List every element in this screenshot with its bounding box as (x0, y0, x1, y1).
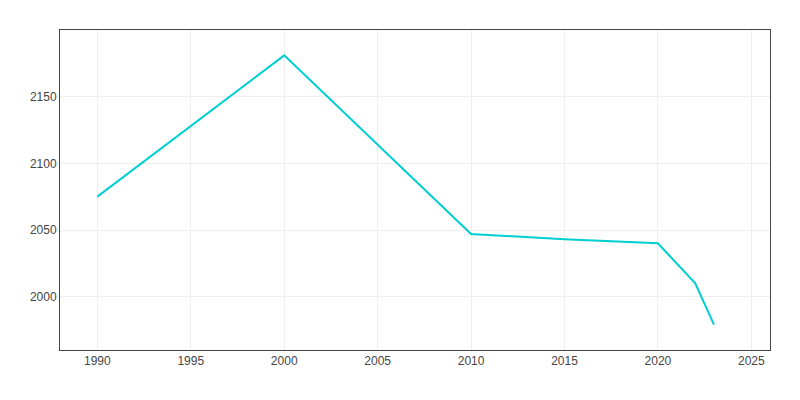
svg-text:1990: 1990 (84, 354, 111, 368)
svg-text:2010: 2010 (458, 354, 485, 368)
svg-text:2020: 2020 (645, 354, 672, 368)
svg-text:2000: 2000 (271, 354, 298, 368)
svg-text:2025: 2025 (738, 354, 765, 368)
svg-text:2100: 2100 (30, 157, 57, 171)
svg-text:2050: 2050 (30, 223, 57, 237)
svg-text:2000: 2000 (30, 290, 57, 304)
svg-text:2015: 2015 (551, 354, 578, 368)
svg-text:2005: 2005 (364, 354, 391, 368)
svg-text:1995: 1995 (177, 354, 204, 368)
svg-text:2150: 2150 (30, 90, 57, 104)
